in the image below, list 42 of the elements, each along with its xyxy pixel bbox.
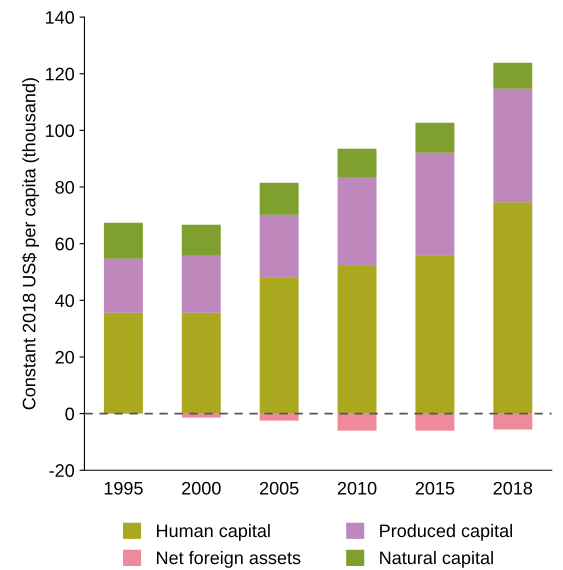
y-axis-title: Constant 2018 US$ per capita (thousand) bbox=[22, 78, 40, 410]
x-tick-label: 2018 bbox=[494, 482, 532, 495]
x-tick-label: 2010 bbox=[338, 482, 376, 495]
bar bbox=[104, 258, 143, 313]
bar bbox=[493, 414, 532, 430]
x-tick-label: 1995 bbox=[104, 482, 143, 495]
y-tick-label: 140 bbox=[46, 11, 74, 24]
y-tick-label: 100 bbox=[46, 124, 74, 138]
legend-label: Natural capital bbox=[380, 550, 493, 568]
bar bbox=[104, 312, 143, 414]
bar bbox=[493, 62, 532, 89]
y-tick-label: 80 bbox=[55, 180, 74, 194]
bar bbox=[182, 224, 221, 256]
y-tick-label: -20 bbox=[49, 464, 74, 477]
bar bbox=[260, 214, 299, 278]
bar bbox=[415, 256, 454, 414]
bar bbox=[338, 414, 377, 431]
bar bbox=[415, 414, 454, 431]
legend-label: Net foreign assets bbox=[157, 550, 300, 568]
bar bbox=[493, 88, 532, 202]
y-tick-label: 0 bbox=[65, 408, 74, 420]
bar bbox=[415, 122, 454, 153]
y-tick-label: 60 bbox=[56, 238, 74, 250]
legend-label: Human capital bbox=[157, 524, 270, 541]
bar bbox=[415, 152, 454, 256]
y-tick-label: 40 bbox=[55, 294, 74, 308]
bar bbox=[260, 182, 299, 215]
bar bbox=[182, 256, 221, 313]
bar bbox=[104, 222, 143, 259]
bar bbox=[182, 312, 221, 414]
x-tick-label: 2000 bbox=[182, 482, 221, 495]
x-tick-label: 2005 bbox=[260, 482, 298, 495]
y-tick-label: 120 bbox=[46, 68, 74, 80]
bar bbox=[338, 178, 377, 266]
bar bbox=[260, 414, 299, 421]
x-tick-label: 2015 bbox=[416, 482, 454, 495]
bar bbox=[260, 278, 299, 414]
legend-label: Produced capital bbox=[380, 524, 512, 541]
y-tick-label: 20 bbox=[56, 350, 74, 364]
bar bbox=[338, 266, 377, 414]
bar bbox=[493, 202, 532, 414]
bar bbox=[338, 148, 377, 178]
